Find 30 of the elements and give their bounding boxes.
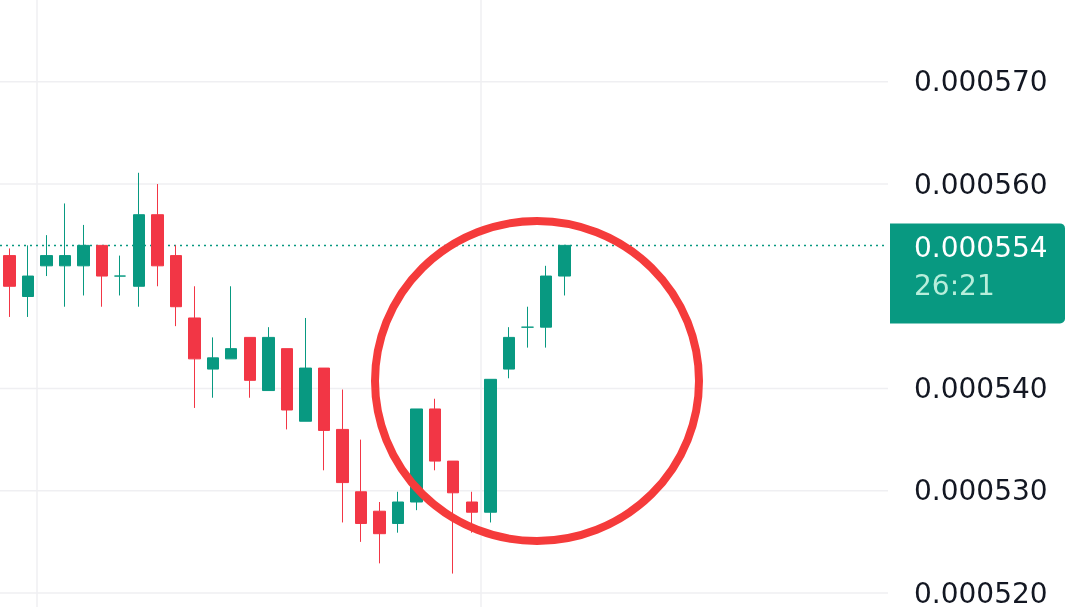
y-tick-label: 0.000560 — [914, 167, 1048, 201]
candlestick — [114, 255, 126, 296]
candlestick — [281, 348, 293, 430]
y-tick-label: 0.000520 — [914, 576, 1048, 607]
candlestick — [3, 247, 16, 318]
candlestick — [484, 378, 497, 523]
candlestick — [96, 244, 108, 308]
candlestick — [244, 336, 256, 399]
candlestick — [188, 285, 201, 409]
candlestick — [151, 183, 164, 287]
candlestick — [336, 389, 349, 523]
candlestick — [392, 491, 404, 534]
y-tick-label: 0.000540 — [914, 372, 1048, 406]
candlestick — [262, 326, 275, 392]
candlestick — [521, 306, 534, 349]
candlestick — [207, 336, 219, 399]
candlestick — [503, 326, 515, 379]
candlestick — [540, 265, 552, 349]
candlestick — [466, 491, 478, 534]
candlestick — [355, 439, 367, 543]
y-tick-label: 0.000530 — [914, 474, 1048, 508]
candlestick — [373, 501, 386, 564]
ref-line-label: 0.000554 26:21 — [914, 230, 1048, 302]
candlestick — [447, 460, 459, 575]
candlestick — [429, 398, 441, 471]
candlestick — [170, 244, 182, 327]
candlestick — [318, 367, 330, 471]
candlestick — [225, 285, 237, 360]
candlestick — [299, 317, 312, 422]
y-tick-label: 0.000570 — [914, 65, 1048, 99]
